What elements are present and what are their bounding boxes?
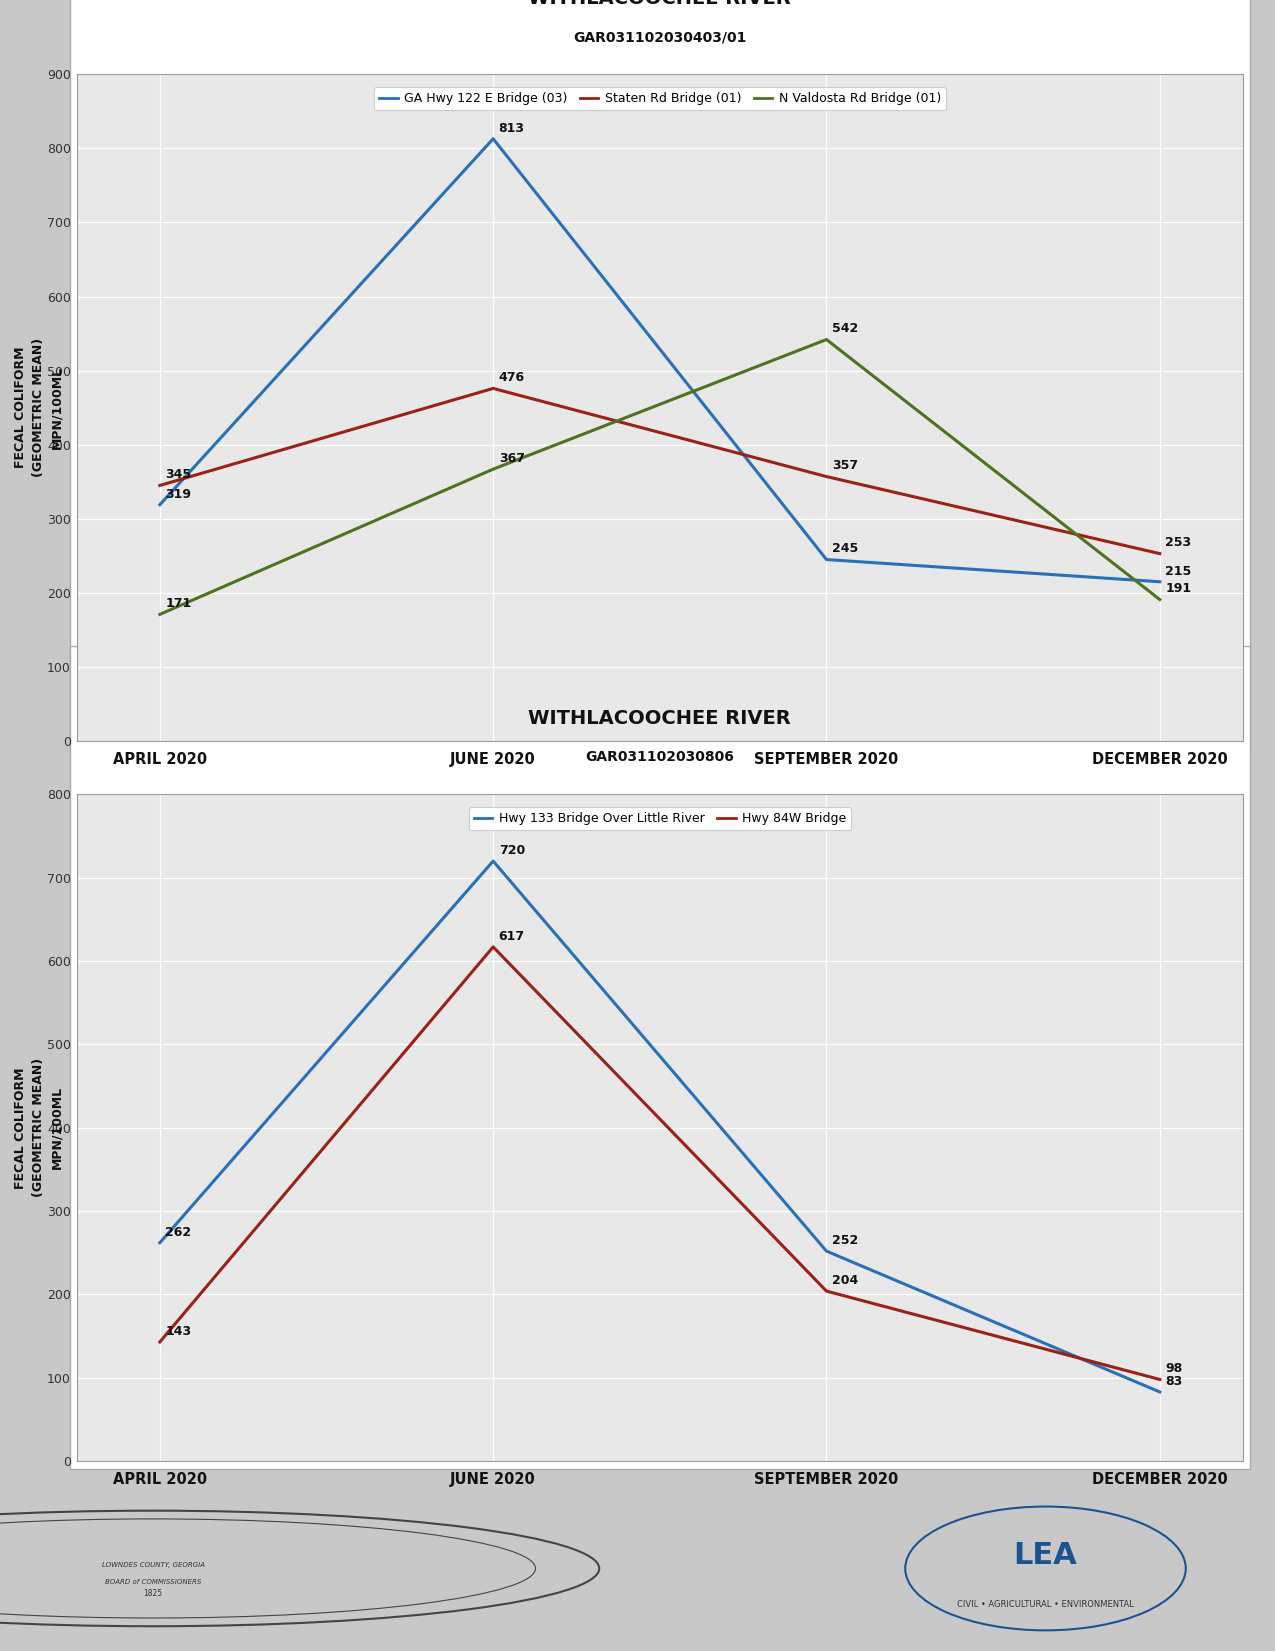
Text: CIVIL • AGRICULTURAL • ENVIRONMENTAL: CIVIL • AGRICULTURAL • ENVIRONMENTAL	[958, 1600, 1133, 1610]
Text: 357: 357	[833, 459, 858, 472]
Text: 204: 204	[833, 1275, 858, 1286]
Text: LEA: LEA	[1014, 1540, 1077, 1570]
Y-axis label: FECAL COLIFORM
(GEOMETRIC MEAN)
MPN/100ML: FECAL COLIFORM (GEOMETRIC MEAN) MPN/100M…	[14, 338, 62, 477]
Text: BOARD of COMMISSIONERS: BOARD of COMMISSIONERS	[105, 1578, 201, 1585]
Text: 813: 813	[499, 122, 525, 135]
Text: 476: 476	[499, 371, 525, 385]
Text: 143: 143	[166, 1324, 191, 1337]
Text: 367: 367	[499, 452, 525, 466]
Text: 617: 617	[499, 930, 525, 943]
Text: 98: 98	[1165, 1362, 1183, 1375]
Text: GAR031102030403/01: GAR031102030403/01	[574, 30, 746, 45]
Text: WITHLACOOCHEE RIVER: WITHLACOOCHEE RIVER	[528, 708, 792, 728]
Text: 720: 720	[499, 844, 525, 857]
Text: 171: 171	[166, 598, 191, 611]
Text: 319: 319	[166, 487, 191, 500]
Text: GAR031102030806: GAR031102030806	[585, 751, 734, 764]
Text: 252: 252	[833, 1233, 858, 1247]
Text: WITHLACOOCHEE RIVER: WITHLACOOCHEE RIVER	[528, 0, 792, 8]
Text: 1825: 1825	[143, 1588, 163, 1598]
Text: 345: 345	[166, 469, 191, 482]
Text: 253: 253	[1165, 537, 1191, 550]
Text: 83: 83	[1165, 1375, 1183, 1388]
Text: 542: 542	[833, 322, 858, 335]
Text: 245: 245	[833, 543, 858, 555]
Legend: GA Hwy 122 E Bridge (03), Staten Rd Bridge (01), N Valdosta Rd Bridge (01): GA Hwy 122 E Bridge (03), Staten Rd Brid…	[374, 88, 946, 111]
Text: LOWNDES COUNTY, GEORGIA: LOWNDES COUNTY, GEORGIA	[102, 1562, 204, 1568]
Text: 191: 191	[1165, 583, 1191, 596]
Text: 262: 262	[166, 1225, 191, 1238]
Y-axis label: FECAL COLIFORM
(GEOMETRIC MEAN)
MPN/100ML: FECAL COLIFORM (GEOMETRIC MEAN) MPN/100M…	[14, 1058, 62, 1197]
Text: 215: 215	[1165, 565, 1192, 578]
Legend: Hwy 133 Bridge Over Little River, Hwy 84W Bridge: Hwy 133 Bridge Over Little River, Hwy 84…	[469, 807, 852, 830]
